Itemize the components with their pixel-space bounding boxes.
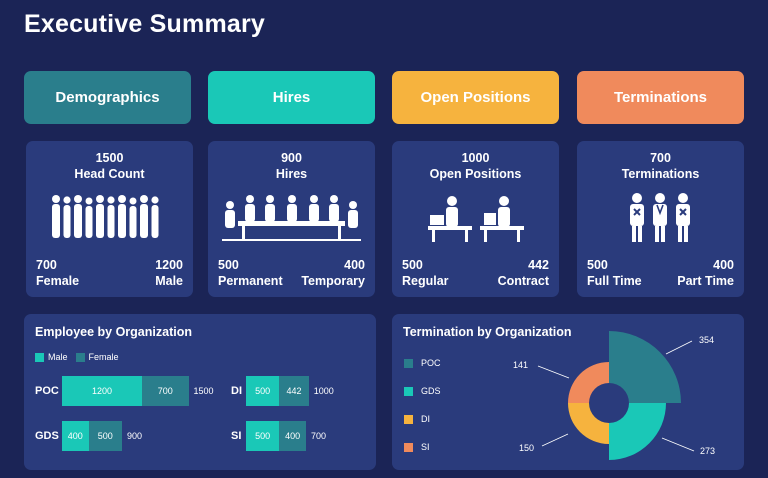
open-positions-label: Open Positions [429, 167, 522, 181]
termination-by-org-panel: Termination by Organization POC GDS DI SI 3… [392, 314, 744, 470]
tab-open-positions-label: Open Positions [420, 89, 531, 106]
bar-male-poc: 1200 [62, 376, 142, 406]
termination-legend-di: DI [404, 414, 430, 424]
workers-at-desk-icon [428, 196, 524, 242]
tab-open-positions[interactable]: Open Positions [392, 71, 559, 124]
female-swatch [75, 352, 85, 362]
bar-male-gds: 400 [62, 421, 89, 451]
legend-swatch-si [404, 442, 413, 452]
full-time-stat: 500 Full Time [587, 258, 642, 288]
meeting-table-icon [222, 195, 361, 241]
part-time-stat: 400 Part Time [677, 258, 734, 288]
value-label-si: 141 [513, 360, 529, 370]
regular-stat: 500 Regular [402, 258, 449, 288]
hires-card: 900 Hires 500 Permanent 400 Temporary [208, 141, 375, 297]
total-si: 700 [310, 431, 326, 441]
tab-hires[interactable]: Hires [208, 71, 375, 124]
legend-swatch-poc [404, 358, 413, 368]
tab-hires-label: Hires [272, 89, 311, 106]
employee-by-org-title: Employee by Organization [35, 325, 192, 339]
termination-donut-chart [537, 331, 695, 460]
org-label-poc: POC [35, 385, 59, 397]
legend-label-poc: POC [421, 358, 441, 368]
legend-label-gds: GDS [421, 386, 441, 396]
page-title: Executive Summary [24, 10, 266, 38]
open-positions-card: 1000 Open Positions 500 Regular 442 Contra… [392, 141, 559, 297]
leader-line-gds [661, 437, 695, 452]
terminations-label: Terminations [621, 167, 700, 181]
employee-legend: Male Female [35, 352, 119, 362]
legend-label-di: DI [421, 414, 430, 424]
tab-demographics[interactable]: Demographics [24, 71, 191, 124]
leader-line-di [541, 433, 569, 447]
donut-slice-poc [609, 331, 681, 403]
male-swatch [35, 352, 44, 362]
total-poc: 1500 [193, 386, 214, 396]
legend-label-si: SI [421, 442, 430, 452]
hires-label: Hires [275, 167, 308, 181]
bar-female-si: 400 [279, 421, 306, 451]
legend-female: Female [88, 352, 119, 362]
donut-slice-di [568, 403, 609, 444]
legend-swatch-di [404, 414, 413, 424]
leader-line-poc [665, 340, 693, 355]
org-label-di: DI [231, 385, 242, 397]
open-positions-value: 1000 [461, 151, 490, 165]
terminations-value: 700 [650, 151, 671, 165]
legend-swatch-gds [404, 386, 413, 396]
legend-male: Male [48, 352, 68, 362]
termination-by-org-title: Termination by Organization [403, 325, 572, 339]
male-stat: 1200 Male [155, 258, 183, 288]
termination-legend-si: SI [404, 442, 430, 452]
head-count-value: 1500 [95, 151, 124, 165]
bar-female-gds: 500 [88, 421, 122, 451]
terminations-card: 700 Terminations 500 Full Time 400 Part Ti… [577, 141, 744, 297]
total-di: 1000 [313, 386, 334, 396]
tab-demographics-label: Demographics [55, 89, 160, 106]
permanent-stat: 500 Permanent [218, 258, 283, 288]
leader-line-si [537, 365, 570, 379]
value-label-poc: 354 [699, 335, 715, 345]
temporary-stat: 400 Temporary [301, 258, 365, 288]
org-label-gds: GDS [35, 430, 59, 442]
terminated-people-icon [630, 193, 690, 242]
tab-terminations-label: Terminations [613, 89, 708, 106]
female-stat: 700 Female [36, 258, 80, 288]
employee-by-org-panel: Employee by Organization Male Female POC… [24, 314, 376, 470]
bar-male-di: 500 [246, 376, 280, 406]
people-crowd-icon [52, 195, 159, 238]
bar-male-si: 500 [246, 421, 280, 451]
head-count-label: Head Count [74, 167, 145, 181]
bar-female-di: 442 [279, 376, 309, 406]
value-label-gds: 273 [700, 446, 716, 456]
head-count-card: 1500 Head Count 700 Female 1200 Male [26, 141, 193, 297]
contract-stat: 442 Contract [497, 258, 549, 288]
tab-terminations[interactable]: Terminations [577, 71, 744, 124]
donut-slice-si [568, 362, 609, 403]
org-label-si: SI [231, 430, 242, 442]
termination-legend-poc: POC [404, 358, 441, 368]
bar-female-poc: 700 [141, 376, 189, 406]
termination-legend-gds: GDS [404, 386, 441, 396]
value-label-di: 150 [519, 443, 535, 453]
hires-value: 900 [281, 151, 302, 165]
total-gds: 900 [126, 431, 142, 441]
donut-slice-gds [609, 403, 666, 460]
